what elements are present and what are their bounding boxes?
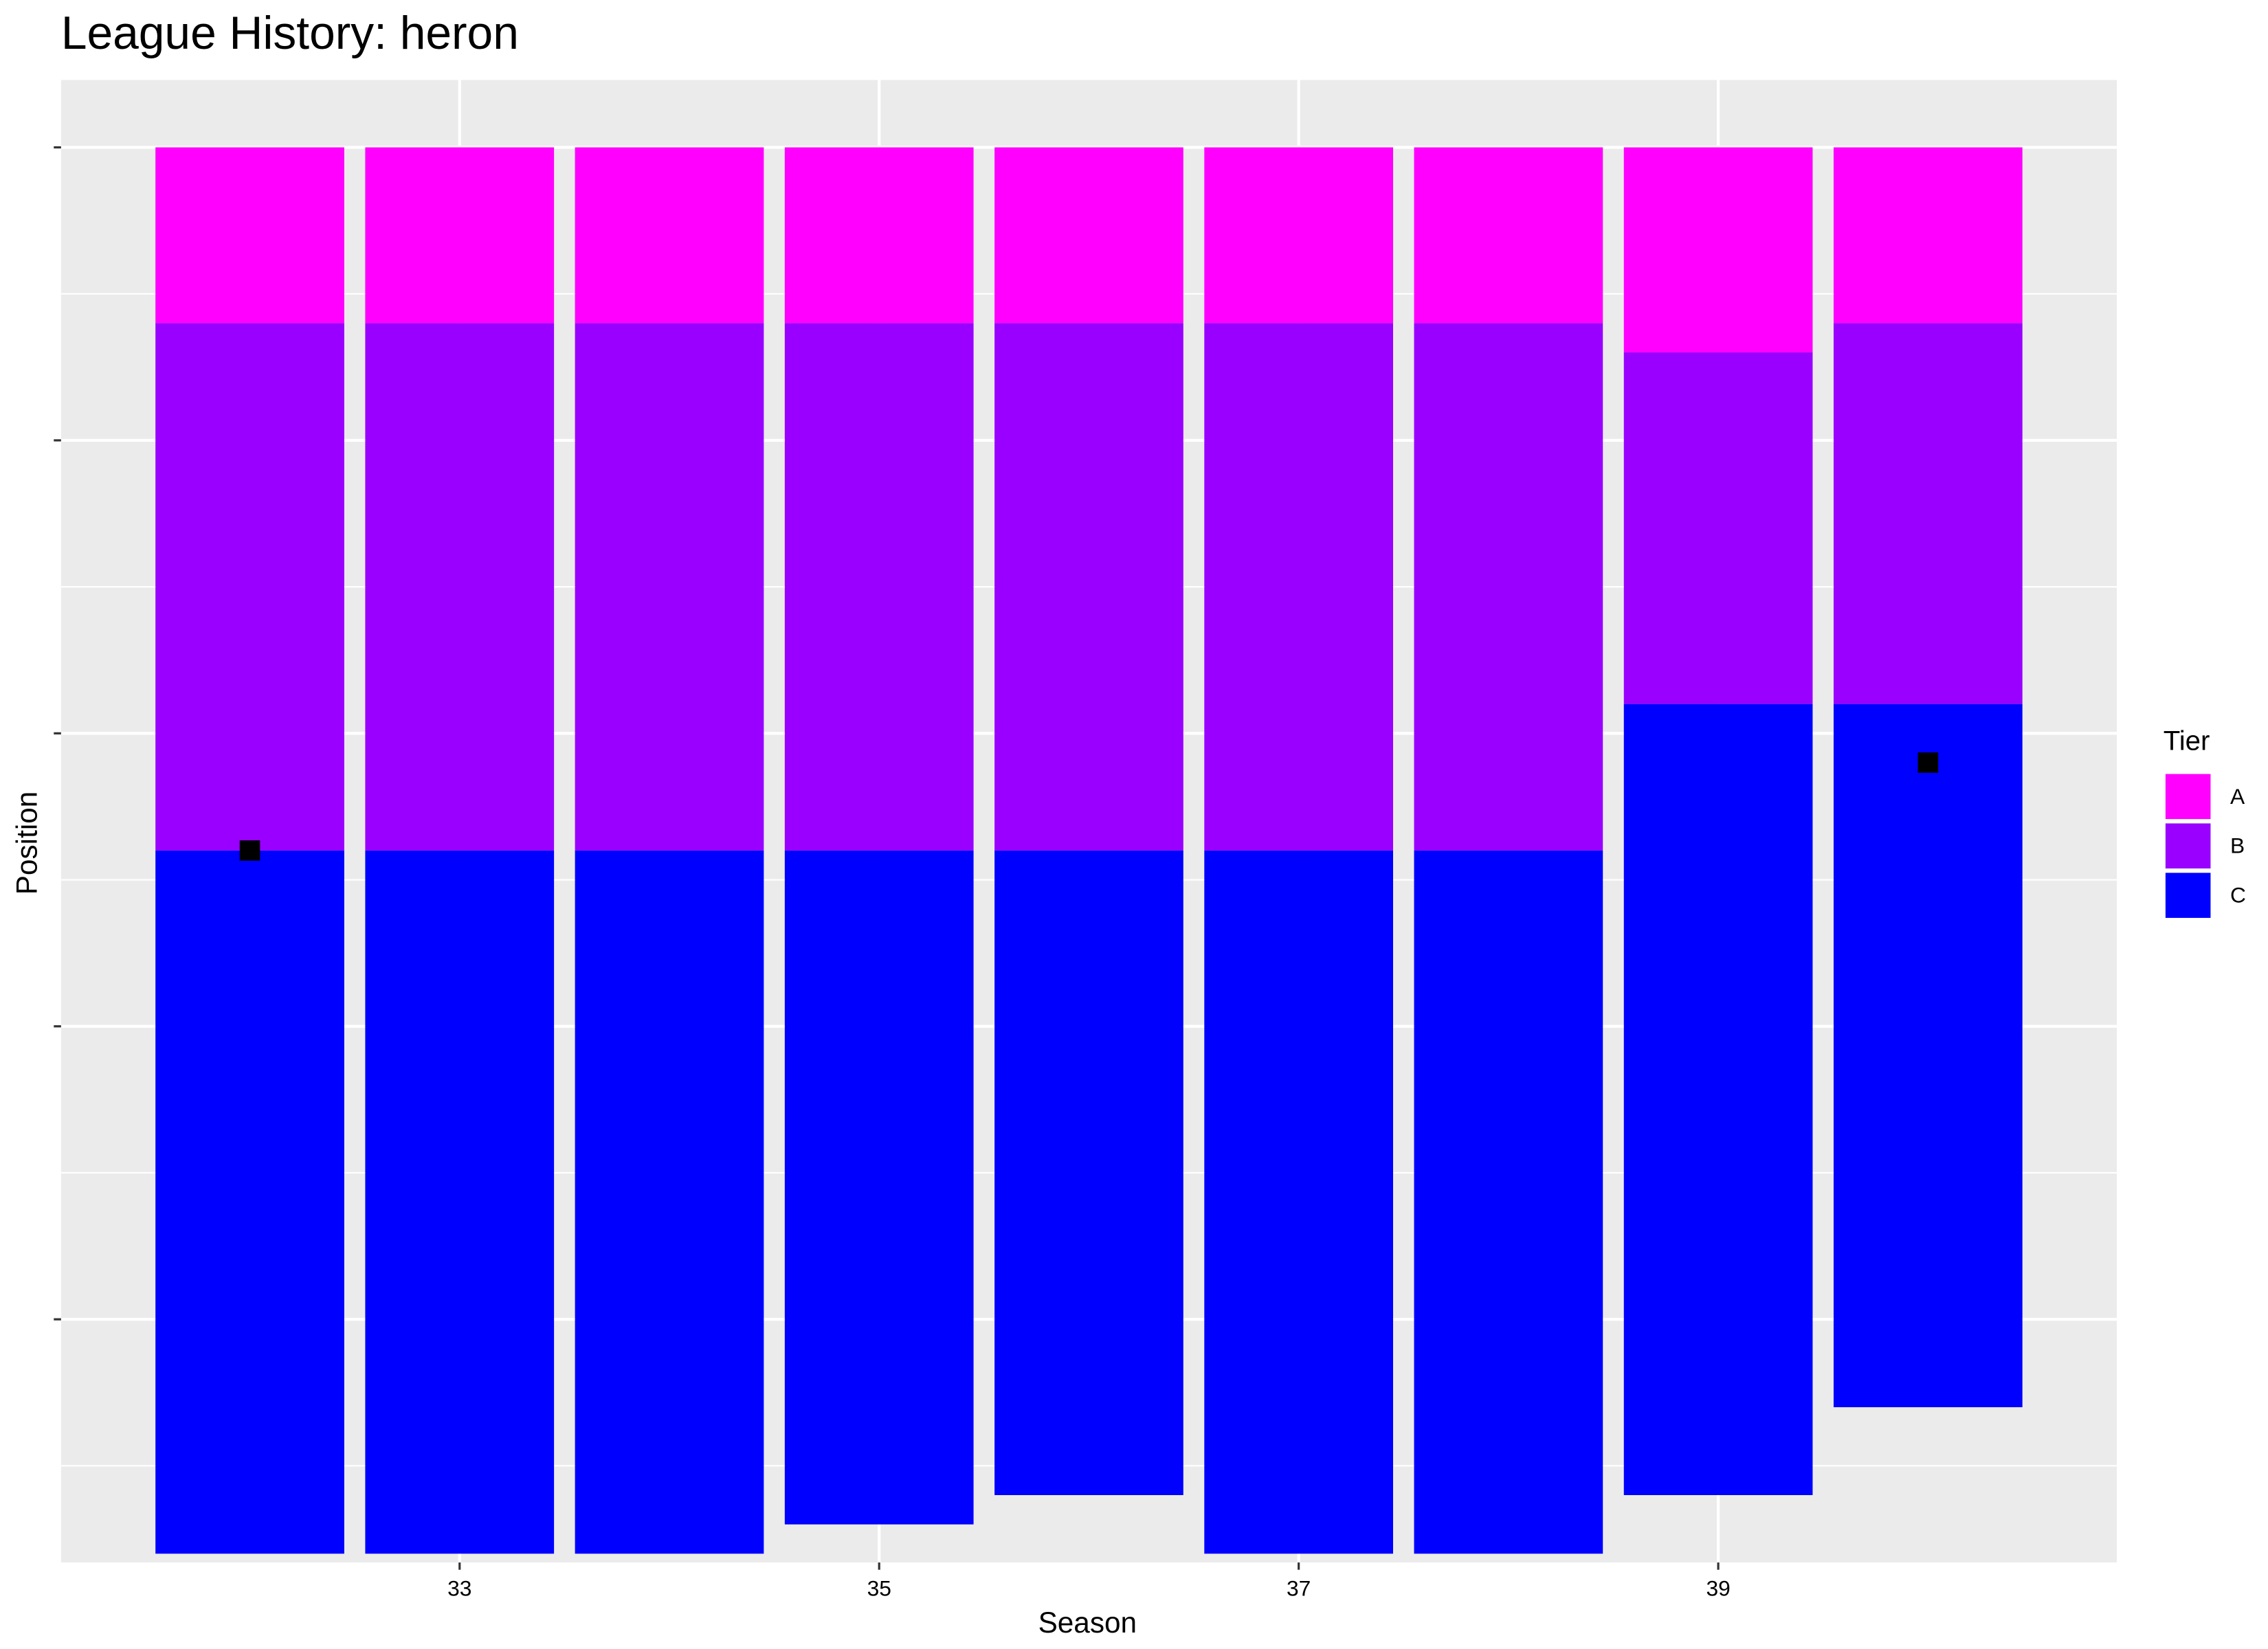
y-axis-label: Position xyxy=(10,792,43,895)
legend-title: Tier xyxy=(2164,726,2210,756)
bar-segment xyxy=(1204,323,1393,851)
bar-segment xyxy=(155,850,344,1554)
bar-segment xyxy=(1414,850,1603,1554)
legend-label: A xyxy=(2230,784,2245,809)
x-tick-label: 37 xyxy=(1287,1576,1311,1601)
bar-segment xyxy=(1204,147,1393,324)
bar-segment xyxy=(1623,704,1813,1496)
bar-segment xyxy=(994,147,1183,324)
bar-segment xyxy=(575,850,764,1554)
chart-title: League History: heron xyxy=(61,8,519,59)
bar-segment xyxy=(365,850,555,1554)
x-axis-label: Season xyxy=(1038,1606,1137,1639)
bar-segment xyxy=(784,147,974,324)
legend-label: C xyxy=(2230,883,2246,908)
bar-segment xyxy=(1833,704,2023,1408)
x-tick-label: 39 xyxy=(1706,1576,1730,1601)
legend-key xyxy=(2164,772,2212,821)
bar-segment xyxy=(784,850,974,1525)
bar-segment xyxy=(575,323,764,851)
legend-label: B xyxy=(2230,833,2245,858)
position-marker xyxy=(239,840,260,861)
bar-segment xyxy=(994,323,1183,851)
marks xyxy=(155,147,2023,1554)
bar-segment xyxy=(365,147,555,324)
bar-segment xyxy=(155,147,344,324)
bar-segment xyxy=(784,323,974,851)
bar-segment xyxy=(1414,323,1603,851)
position-marker xyxy=(1917,752,1939,773)
bar-segment xyxy=(575,147,764,324)
legend-key xyxy=(2164,871,2212,920)
bar-segment xyxy=(1623,147,1813,352)
x-tick-label: 33 xyxy=(447,1576,471,1601)
legend-key xyxy=(2164,822,2212,871)
bar-segment xyxy=(1833,323,2023,704)
bar-segment xyxy=(1204,850,1393,1554)
bar-segment xyxy=(1833,147,2023,324)
bar-segment xyxy=(994,850,1183,1496)
bar-segment xyxy=(1623,352,1813,704)
bar-segment xyxy=(1414,147,1603,324)
bar-segment xyxy=(155,323,344,851)
bar-segment xyxy=(365,323,555,851)
x-tick-label: 35 xyxy=(867,1576,891,1601)
